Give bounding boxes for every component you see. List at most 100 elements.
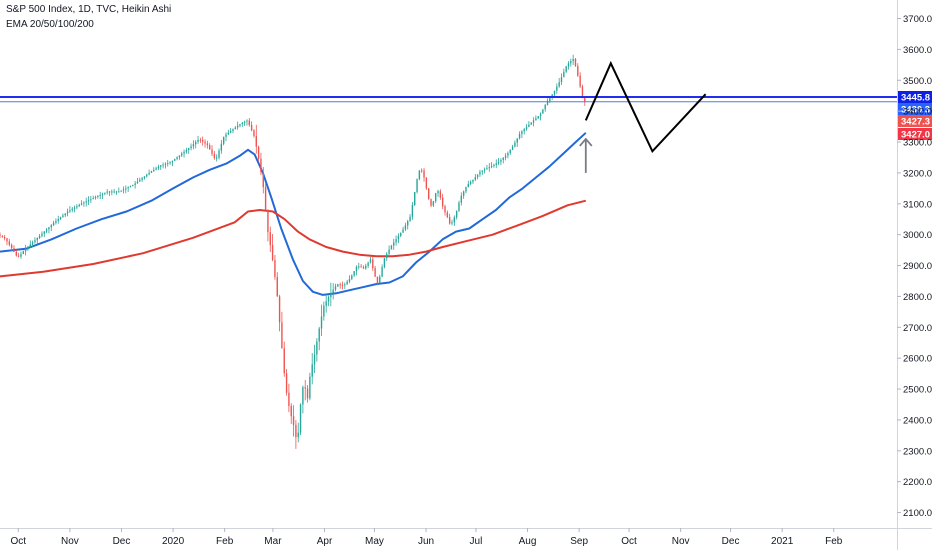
- candle-body: [404, 225, 407, 230]
- candle-body: [539, 113, 542, 117]
- candle-body: [213, 153, 216, 159]
- indicator-label: EMA 20/50/100/200: [6, 19, 94, 30]
- candle-body: [127, 187, 129, 189]
- candle-body: [176, 157, 178, 160]
- candle-body: [313, 354, 316, 365]
- candle-body: [59, 217, 62, 220]
- candle-body: [48, 227, 50, 230]
- candle-body: [276, 276, 278, 297]
- chart-title: S&P 500 Index, 1D, TVC, Heikin Ashi: [6, 4, 172, 15]
- x-tick-label: Jun: [418, 536, 434, 547]
- candle-body: [27, 246, 29, 249]
- candle-body: [448, 217, 451, 224]
- candle-body: [360, 266, 362, 268]
- candle-body: [171, 160, 174, 163]
- candle-body: [570, 61, 572, 64]
- candle-body: [584, 97, 586, 102]
- ema-lines: [0, 132, 587, 296]
- candle-body: [260, 158, 262, 172]
- candle-body: [462, 191, 465, 196]
- candle-body: [90, 199, 92, 201]
- x-tick-label: Jul: [470, 536, 483, 547]
- candle-body: [57, 219, 59, 221]
- candle-body: [337, 284, 339, 287]
- candle-body: [257, 146, 260, 159]
- candle-body: [372, 259, 374, 269]
- x-tick-label: Feb: [216, 536, 234, 547]
- y-tick-label: 3000.0: [903, 230, 932, 241]
- candle-body: [250, 125, 253, 131]
- x-tick-label: Apr: [317, 536, 333, 547]
- candle-body: [45, 229, 48, 232]
- candle-body: [285, 373, 288, 393]
- candle-body: [348, 279, 351, 282]
- candle-body: [572, 58, 574, 62]
- candle-body: [174, 159, 176, 161]
- candle-body: [525, 126, 528, 130]
- candle-body: [199, 139, 202, 141]
- candle-body: [502, 157, 504, 160]
- candle-body: [215, 157, 218, 159]
- candle-body: [73, 207, 76, 209]
- candle-body: [188, 148, 190, 151]
- candle-body: [22, 251, 24, 254]
- candle-body: [514, 142, 516, 147]
- candle-body: [34, 240, 36, 243]
- candle-body: [169, 162, 171, 164]
- candle-body: [481, 170, 483, 172]
- candle-body: [467, 184, 470, 188]
- candle-body: [574, 58, 577, 67]
- candle-body: [476, 174, 479, 178]
- candles: [0, 54, 586, 449]
- x-tick-label: Dec: [722, 536, 740, 547]
- candle-body: [302, 387, 304, 405]
- candle-body: [374, 268, 376, 277]
- candle-body: [38, 235, 41, 239]
- ema-line: [0, 199, 587, 278]
- candle-body: [83, 202, 85, 204]
- candle-body: [465, 187, 467, 192]
- candle-body: [542, 109, 544, 114]
- candle-body: [353, 271, 355, 276]
- candle-body: [108, 191, 111, 193]
- candle-body: [148, 172, 150, 175]
- x-tick-label: Oct: [11, 536, 27, 547]
- candle-body: [358, 266, 360, 268]
- candle-body: [104, 192, 106, 194]
- x-tick-label: Nov: [672, 536, 690, 547]
- candle-body: [351, 275, 353, 280]
- candle-body: [64, 213, 66, 216]
- candle-body: [299, 404, 302, 433]
- candle-body: [511, 146, 514, 150]
- candle-body: [229, 130, 232, 133]
- candle-body: [208, 145, 211, 150]
- candle-body: [167, 163, 169, 165]
- candle-body: [304, 387, 306, 389]
- candle-body: [563, 71, 565, 78]
- candle-body: [85, 201, 87, 203]
- candle-body: [567, 63, 570, 67]
- candle-body: [320, 316, 323, 329]
- candle-body: [129, 186, 132, 188]
- candle-body: [41, 233, 43, 236]
- candle-body: [162, 164, 164, 166]
- candle-body: [444, 206, 446, 213]
- candle-body: [201, 139, 204, 142]
- y-tick-label: 2400.0: [903, 415, 932, 426]
- price-label-text: 3427.0: [901, 130, 930, 141]
- y-tick-label: 2300.0: [903, 446, 932, 457]
- candle-body: [62, 215, 64, 218]
- candle-body: [553, 90, 556, 95]
- candle-body: [157, 166, 160, 169]
- candle-body: [139, 179, 141, 182]
- x-tick-label: 2021: [771, 536, 794, 547]
- candle-body: [87, 200, 90, 202]
- candle-body: [544, 104, 546, 110]
- price-label-text: 3445.8: [901, 93, 930, 104]
- candle-body: [414, 192, 416, 206]
- candle-body: [393, 242, 395, 246]
- candle-body: [537, 116, 539, 119]
- candle-body: [472, 179, 474, 182]
- candle-body: [118, 191, 120, 193]
